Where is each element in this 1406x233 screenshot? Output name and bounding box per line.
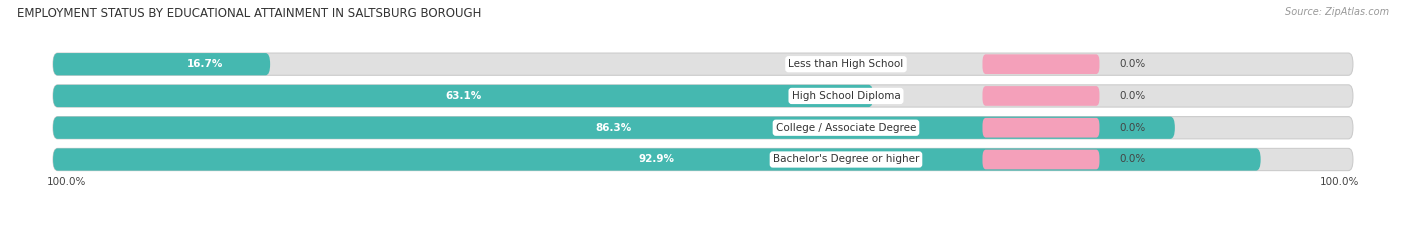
FancyBboxPatch shape	[53, 148, 1261, 171]
FancyBboxPatch shape	[53, 116, 1353, 139]
FancyBboxPatch shape	[53, 148, 1353, 171]
Text: Less than High School: Less than High School	[789, 59, 904, 69]
FancyBboxPatch shape	[53, 85, 1353, 107]
Text: 63.1%: 63.1%	[446, 91, 481, 101]
FancyBboxPatch shape	[983, 150, 1099, 169]
FancyBboxPatch shape	[983, 118, 1099, 137]
FancyBboxPatch shape	[983, 86, 1099, 106]
Text: 0.0%: 0.0%	[1119, 59, 1146, 69]
Text: Source: ZipAtlas.com: Source: ZipAtlas.com	[1285, 7, 1389, 17]
Text: 0.0%: 0.0%	[1119, 123, 1146, 133]
FancyBboxPatch shape	[53, 116, 1175, 139]
FancyBboxPatch shape	[983, 54, 1099, 74]
FancyBboxPatch shape	[53, 85, 873, 107]
Text: College / Associate Degree: College / Associate Degree	[776, 123, 917, 133]
Text: 16.7%: 16.7%	[187, 59, 224, 69]
Text: 86.3%: 86.3%	[596, 123, 633, 133]
Text: 0.0%: 0.0%	[1119, 154, 1146, 164]
Text: High School Diploma: High School Diploma	[792, 91, 900, 101]
Text: 92.9%: 92.9%	[638, 154, 675, 164]
Text: Bachelor's Degree or higher: Bachelor's Degree or higher	[773, 154, 920, 164]
Text: 100.0%: 100.0%	[1320, 177, 1360, 187]
Text: 100.0%: 100.0%	[46, 177, 86, 187]
Text: 0.0%: 0.0%	[1119, 91, 1146, 101]
FancyBboxPatch shape	[53, 53, 1353, 75]
Text: EMPLOYMENT STATUS BY EDUCATIONAL ATTAINMENT IN SALTSBURG BOROUGH: EMPLOYMENT STATUS BY EDUCATIONAL ATTAINM…	[17, 7, 481, 20]
FancyBboxPatch shape	[53, 53, 270, 75]
Legend: In Labor Force, Unemployed: In Labor Force, Unemployed	[605, 230, 801, 233]
